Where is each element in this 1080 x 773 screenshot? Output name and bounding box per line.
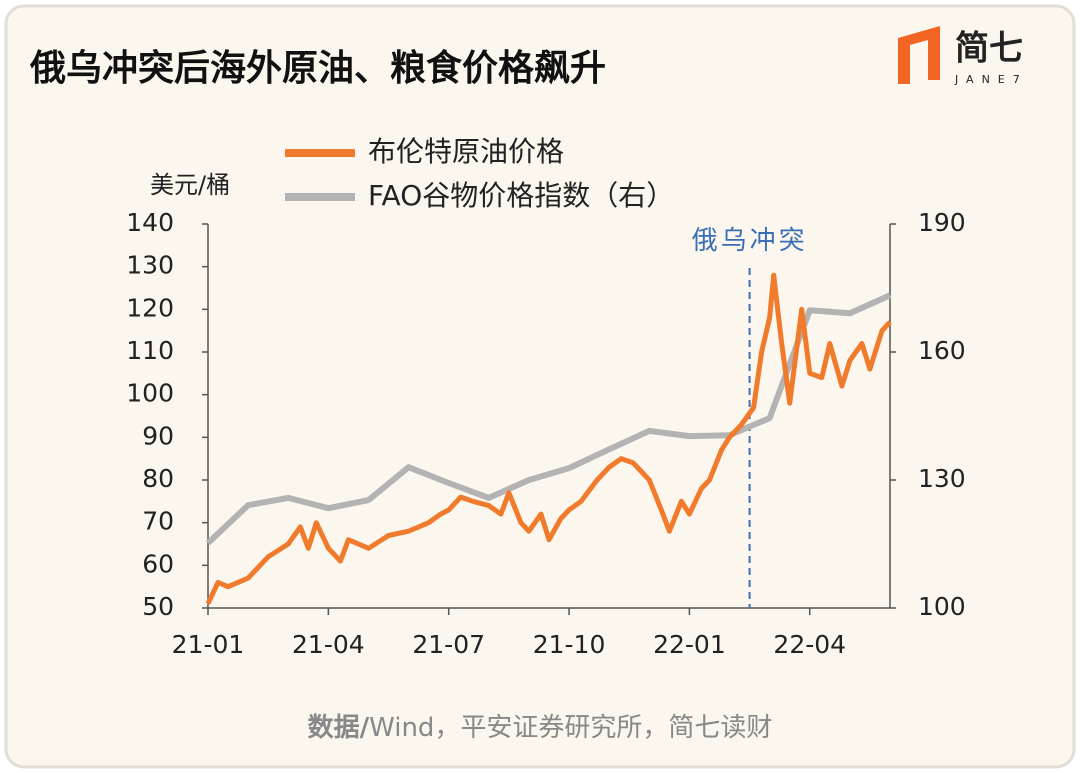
y-tick-label: 80 [142, 464, 174, 493]
series-line [205, 272, 892, 605]
y2-tick-label: 130 [918, 464, 966, 493]
x-tick-label: 22-01 [653, 630, 726, 659]
title: 俄乌冲突后海外原油、粮食价格飙升 [29, 48, 606, 89]
y2-tick-label: 100 [918, 592, 966, 621]
y2-tick-label: 160 [918, 336, 966, 365]
annotation-text: 俄乌冲突 [692, 226, 808, 256]
y-tick-label: 110 [126, 336, 174, 365]
legend-label: FAO谷物价格指数（右） [368, 179, 674, 212]
series-line [205, 292, 892, 546]
y-tick-label: 100 [126, 379, 174, 408]
source-label: 数据/ [308, 713, 370, 743]
y-tick-label: 60 [142, 549, 174, 578]
y-tick-label: 130 [126, 251, 174, 280]
x-tick-label: 22-04 [773, 630, 846, 659]
y-tick-label: 50 [142, 592, 174, 621]
y-tick-label: 140 [126, 208, 174, 237]
card [4, 4, 1076, 769]
y-tick-label: 90 [142, 421, 174, 450]
logo-sub: JANE7 [954, 73, 1028, 86]
logo-mark [898, 26, 940, 84]
source: 数据/Wind，平安证券研究所，简七读财 [308, 713, 773, 743]
source-text: Wind，平安证券研究所，简七读财 [369, 713, 772, 743]
legend-label: 布伦特原油价格 [368, 135, 564, 168]
x-tick-label: 21-01 [172, 630, 245, 659]
x-tick-label: 21-04 [292, 630, 365, 659]
logo: 简七 JANE7 [898, 26, 1028, 86]
y2-tick-label: 190 [918, 208, 966, 237]
y-tick-label: 70 [142, 507, 174, 536]
y-axis-label: 美元/桶 [150, 171, 230, 199]
x-tick-label: 21-10 [533, 630, 606, 659]
x-tick-label: 21-07 [412, 630, 485, 659]
y-tick-label: 120 [126, 293, 174, 322]
logo-text: 简七 [955, 29, 1023, 69]
